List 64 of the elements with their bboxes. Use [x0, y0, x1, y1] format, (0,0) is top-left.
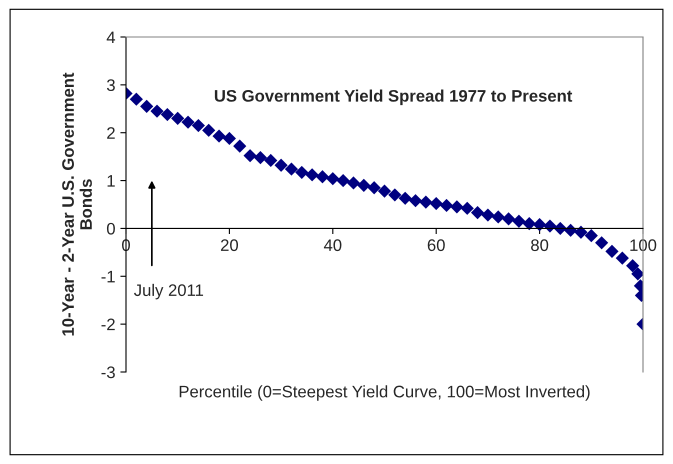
text: US Government Yield Spread 1977 to Present — [214, 90, 572, 106]
point — [181, 116, 195, 129]
point — [130, 92, 143, 106]
point — [243, 149, 257, 162]
x-tick-label: 60 — [428, 239, 445, 252]
point — [274, 158, 288, 172]
point — [326, 172, 340, 186]
y-tick-label: -1 — [102, 270, 115, 282]
x-tick-label: 80 — [531, 239, 548, 252]
y-tick-label: 2 — [107, 127, 115, 139]
point — [202, 124, 216, 137]
point — [368, 181, 381, 194]
y-tick-label: 3 — [106, 79, 115, 92]
point — [543, 219, 557, 233]
y-tick-label: -2 — [102, 318, 115, 330]
point — [419, 196, 432, 209]
point — [233, 140, 246, 153]
point — [502, 212, 516, 226]
point — [626, 259, 640, 272]
point — [388, 188, 402, 202]
point — [140, 100, 154, 113]
point — [584, 229, 598, 242]
point — [616, 252, 629, 265]
point — [150, 104, 164, 118]
point — [254, 151, 268, 164]
point — [408, 194, 422, 208]
point — [284, 162, 298, 176]
point — [450, 200, 464, 214]
point — [398, 192, 412, 205]
point — [357, 178, 370, 192]
y-axis-title: 10-Year - 2-Year U.S. Government Bonds — [62, 72, 92, 336]
point — [316, 170, 330, 184]
point — [574, 226, 588, 239]
y-tick-label: 0 — [106, 222, 115, 235]
point — [295, 166, 308, 180]
point — [512, 214, 526, 228]
point — [336, 174, 350, 188]
point — [378, 184, 392, 198]
point — [605, 244, 619, 258]
y-tick-label: -3 — [102, 366, 115, 378]
point — [306, 168, 319, 182]
point — [533, 218, 546, 232]
point — [595, 236, 608, 250]
point — [631, 267, 643, 280]
annotation: July 2011 — [134, 284, 204, 300]
point — [522, 217, 536, 230]
y-tick-label: 4 — [106, 32, 116, 44]
point — [470, 206, 484, 220]
x-tick-label: 40 — [324, 239, 342, 252]
y-tick-label: 1 — [108, 175, 115, 187]
point — [460, 202, 474, 215]
point — [430, 196, 443, 210]
point — [481, 208, 494, 222]
point — [171, 112, 184, 125]
point — [264, 154, 278, 168]
point — [346, 176, 360, 190]
x-axis-title: Percentile (0=Steepest Yield Curve, 100=Most Inverted) — [180, 385, 590, 401]
point — [492, 210, 505, 224]
point — [192, 118, 205, 132]
point — [160, 108, 174, 122]
x-tick-label: 20 — [220, 239, 238, 252]
point — [212, 129, 226, 143]
point — [222, 132, 236, 146]
point — [440, 198, 454, 212]
